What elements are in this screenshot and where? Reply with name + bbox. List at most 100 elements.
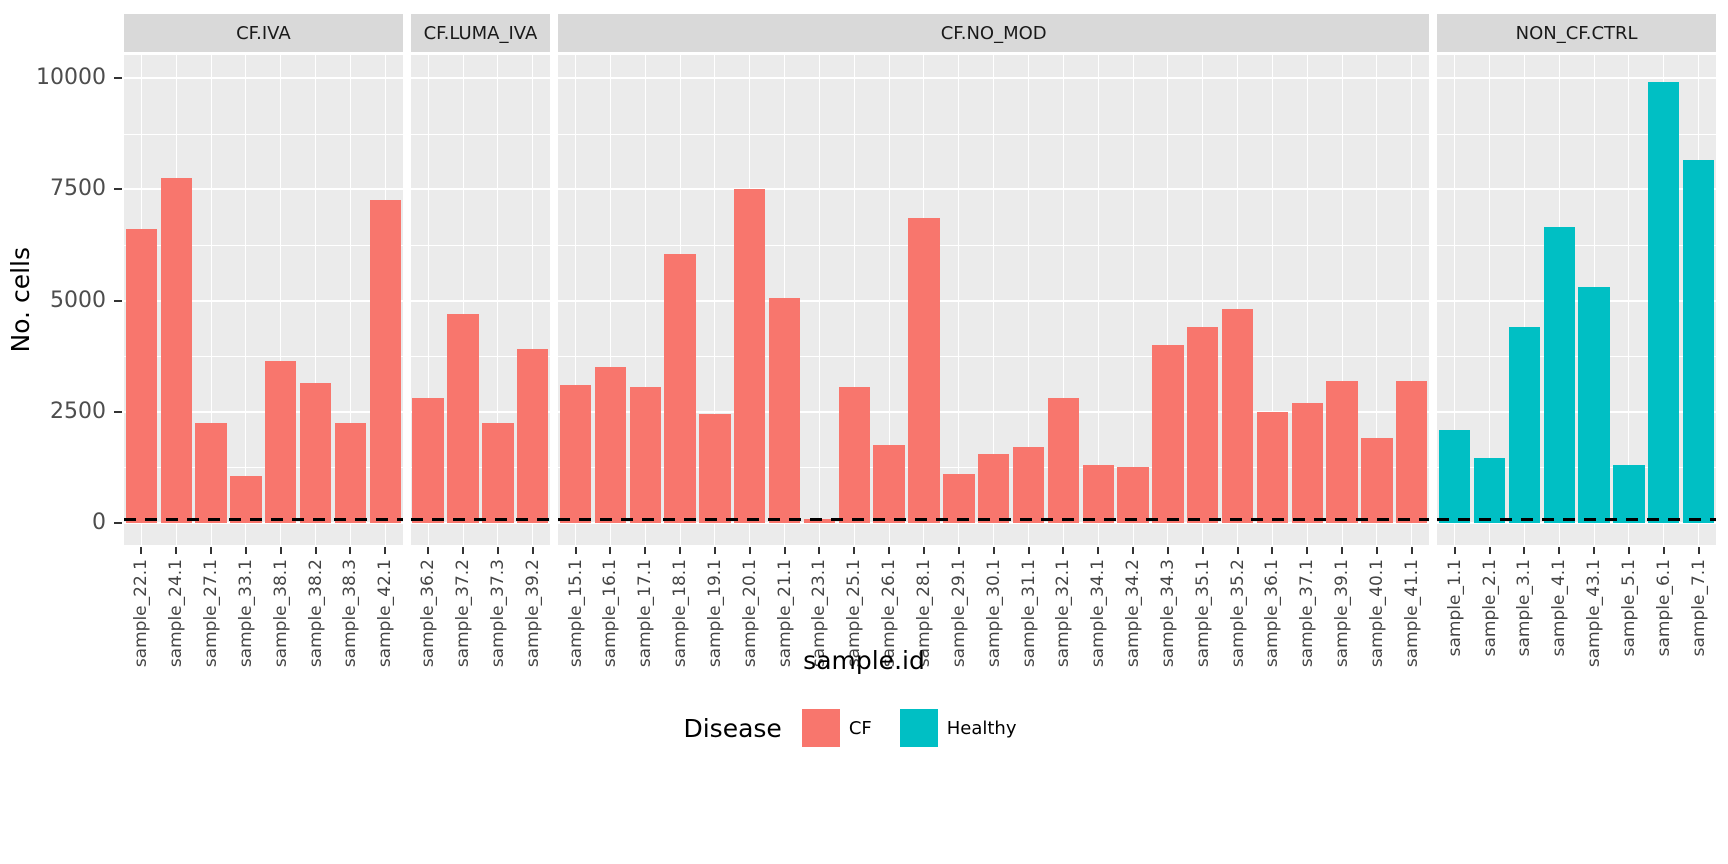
x-tick-label: sample_21.1 xyxy=(775,559,795,667)
x-tick-label: sample_31.1 xyxy=(1019,559,1039,667)
x-tick-label: sample_27.1 xyxy=(201,559,221,667)
x-tick-mark xyxy=(1375,547,1378,554)
bar-sample_1.1 xyxy=(1438,429,1471,523)
x-tick-mark xyxy=(314,547,317,554)
x-tick-mark xyxy=(496,547,499,554)
bar-sample_18.1 xyxy=(664,253,696,523)
facet-x-axis: sample_15.1 sample_16.1 sample_17.1 sample_… xyxy=(558,545,1429,667)
facet-strip-label: CF.NO_MOD xyxy=(940,22,1047,44)
bar-sample_40.1 xyxy=(1361,438,1393,523)
x-tick-label-text: sample_7.1 xyxy=(1688,559,1709,657)
x-tick-mark xyxy=(1062,547,1065,554)
grid-line-minor xyxy=(410,356,551,358)
x-tick-mark xyxy=(244,547,247,554)
x-tick-mark xyxy=(427,547,430,554)
y-tick-label: 10000 xyxy=(36,65,106,90)
x-axis-title: sample.id xyxy=(803,646,925,675)
x-tick-label: sample_40.1 xyxy=(1367,559,1387,667)
x-tick-label: sample_38.2 xyxy=(306,559,326,667)
facet-strip-label: NON_CF.CTRL xyxy=(1515,22,1638,44)
bar-sample_26.1 xyxy=(873,445,905,523)
x-tick-label: sample_34.1 xyxy=(1088,559,1108,667)
facet-panel xyxy=(124,55,403,545)
x-tick-label: sample_39.1 xyxy=(1332,559,1352,667)
grid-line-minor xyxy=(124,244,403,246)
x-tick-mark xyxy=(531,547,534,554)
x-tick-mark xyxy=(1132,547,1135,554)
x-tick-mark xyxy=(748,547,751,554)
x-tick-label: sample_37.2 xyxy=(453,559,473,667)
grid-line-minor xyxy=(124,467,403,469)
x-tick-mark xyxy=(279,547,282,554)
x-tick-label: sample_15.1 xyxy=(566,559,586,667)
grid-line-minor xyxy=(1437,356,1716,358)
y-axis-title: No. cells xyxy=(6,180,35,420)
grid-line-major xyxy=(1437,410,1716,413)
facet-strip: CF.NO_MOD xyxy=(558,14,1430,52)
bar-sample_28.1 xyxy=(908,218,940,523)
grid-line-major xyxy=(558,410,1430,413)
x-tick-label: sample_34.2 xyxy=(1123,559,1143,667)
facet-strip: NON_CF.CTRL xyxy=(1437,14,1716,52)
bar-sample_35.2 xyxy=(1221,309,1254,523)
bar-sample_37.1 xyxy=(1291,402,1323,523)
bar-sample_41.1 xyxy=(1396,380,1428,523)
x-tick-mark xyxy=(818,547,821,554)
grid-line-minor xyxy=(558,133,1430,135)
facet-strip: CF.IVA xyxy=(124,14,403,52)
grid-line-major xyxy=(124,522,403,524)
x-tick-label-text: sample_3.1 xyxy=(1514,559,1535,657)
x-tick-label: sample_1.1 xyxy=(1445,559,1465,656)
bar-sample_34.1 xyxy=(1082,465,1114,523)
grid-line-minor xyxy=(124,356,403,358)
facet-x-axis: sample_22.1 sample_24.1 sample_27.1 sample_… xyxy=(124,545,403,667)
grid-line-major xyxy=(558,188,1430,191)
x-tick-mark xyxy=(1027,547,1030,554)
bar-sample_27.1 xyxy=(195,422,227,523)
grid-line-major xyxy=(410,299,551,302)
x-tick-mark xyxy=(1697,547,1700,554)
x-tick-label: sample_22.1 xyxy=(131,559,151,667)
facet-panel xyxy=(1437,55,1716,545)
bar-sample_15.1 xyxy=(559,385,592,523)
bar-sample_22.1 xyxy=(125,229,158,523)
bar-sample_38.1 xyxy=(265,360,297,523)
bar-sample_32.1 xyxy=(1047,398,1080,523)
x-tick-mark xyxy=(992,547,995,554)
x-tick-label: sample_35.2 xyxy=(1228,559,1248,667)
x-tick-label: sample_23.1 xyxy=(809,559,829,667)
x-tick-label: sample_37.3 xyxy=(488,559,508,667)
y-tick-mark xyxy=(114,188,122,191)
bar-sample_35.1 xyxy=(1187,327,1219,523)
x-tick-label: sample_33.1 xyxy=(236,559,256,667)
x-tick-mark xyxy=(175,547,178,554)
bar-sample_23.1 xyxy=(803,519,836,523)
bar-sample_30.1 xyxy=(977,454,1010,523)
x-tick-label: sample_32.1 xyxy=(1053,559,1073,667)
x-tick-label: sample_41.1 xyxy=(1402,559,1422,667)
grid-line-minor xyxy=(1437,467,1716,469)
bar-sample_7.1 xyxy=(1682,160,1715,523)
bar-sample_37.3 xyxy=(482,422,514,523)
x-tick-mark xyxy=(853,547,856,554)
x-tick-mark xyxy=(210,547,213,554)
grid-line-major xyxy=(1437,522,1716,524)
x-tick-label: sample_36.2 xyxy=(418,559,438,667)
x-tick-mark xyxy=(713,547,716,554)
x-tick-mark xyxy=(1306,547,1309,554)
y-tick-label: 0 xyxy=(92,510,106,535)
facet-CF.NO_MOD: CF.NO_MOD sample_15.1 sample_16.1 sample_17… xyxy=(558,14,1430,667)
grid-line-major xyxy=(124,188,403,191)
grid-line-major xyxy=(558,522,1430,524)
x-tick-mark xyxy=(1593,547,1596,554)
x-tick-label: sample_16.1 xyxy=(600,559,620,667)
x-tick-mark xyxy=(1236,547,1239,554)
x-tick-mark xyxy=(1523,547,1526,554)
bar-sample_20.1 xyxy=(734,189,766,523)
grid-line-minor xyxy=(124,133,403,135)
facet-strip-label: CF.LUMA_IVA xyxy=(423,22,538,44)
x-tick-mark xyxy=(1627,547,1630,554)
bar-sample_21.1 xyxy=(768,298,801,523)
x-tick-label: sample_38.3 xyxy=(340,559,360,667)
bar-sample_3.1 xyxy=(1508,327,1541,523)
